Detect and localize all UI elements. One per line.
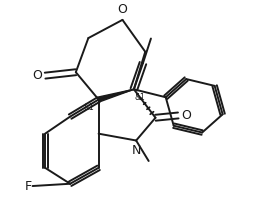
Text: O: O xyxy=(117,3,127,16)
Text: O: O xyxy=(32,69,42,82)
Text: &1: &1 xyxy=(84,103,95,112)
Text: N: N xyxy=(131,144,141,157)
Polygon shape xyxy=(98,89,134,102)
Text: F: F xyxy=(25,179,32,192)
Text: &1: &1 xyxy=(135,93,146,102)
Text: O: O xyxy=(182,109,191,122)
